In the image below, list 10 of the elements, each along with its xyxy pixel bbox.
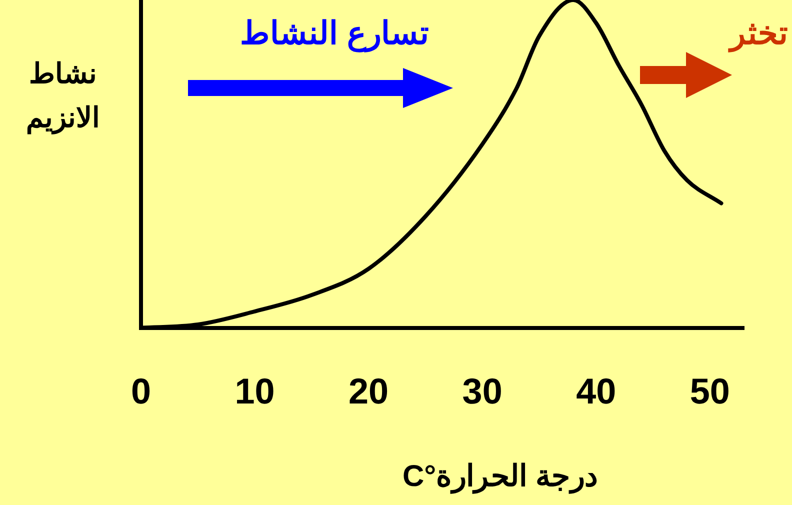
annotation: تسارع النشاط — [240, 14, 429, 52]
x-tick-label: 10 — [234, 370, 275, 412]
x-tick-label: 20 — [348, 370, 389, 412]
x-tick-label: 40 — [576, 370, 616, 412]
y-axis-title: نشاط الانزيم — [25, 57, 101, 136]
x-axis-title: درجة الحرارة°C — [401, 459, 598, 494]
x-tick-label: 30 — [462, 370, 502, 412]
x-tick-label: 50 — [690, 370, 730, 412]
annotation: تخثر — [730, 14, 788, 52]
x-tick-label: 0 — [130, 370, 152, 412]
